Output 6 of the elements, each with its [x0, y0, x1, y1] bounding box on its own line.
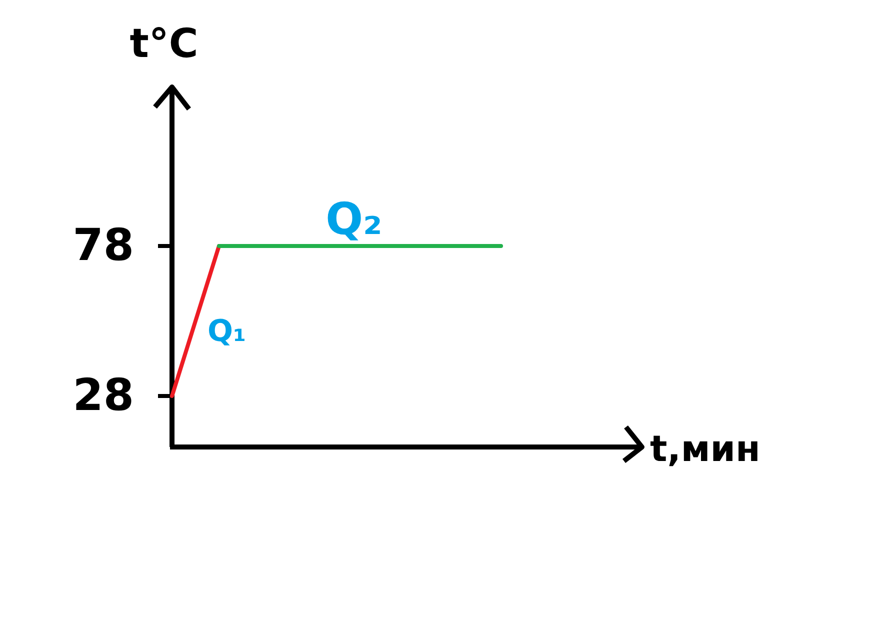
x-axis-title: t,мин	[650, 429, 760, 470]
series-label: Q₁	[208, 314, 246, 349]
y-tick-label: 28	[72, 370, 134, 422]
y-tick-label: 78	[72, 220, 134, 272]
series-label: Q₂	[326, 194, 382, 245]
y-axis-title: t°C	[130, 21, 198, 67]
